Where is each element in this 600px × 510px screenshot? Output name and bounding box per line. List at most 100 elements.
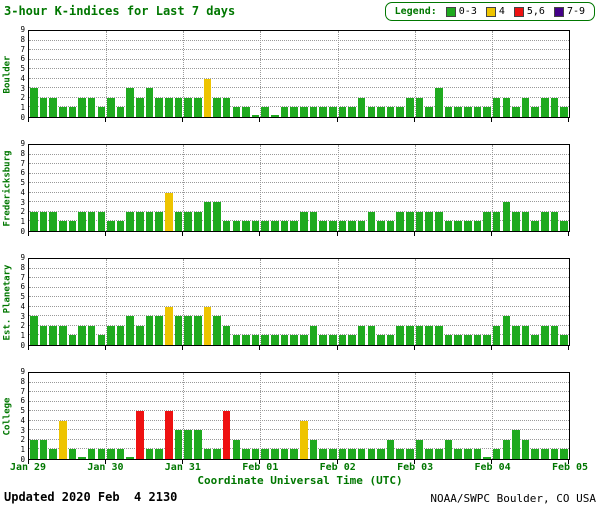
k-index-bar bbox=[203, 78, 212, 117]
k-index-bar bbox=[290, 107, 298, 117]
h-gridline bbox=[29, 153, 569, 155]
v-gridline bbox=[260, 31, 262, 117]
x-tick-mark bbox=[182, 118, 184, 122]
k-index-bar bbox=[145, 449, 154, 459]
k-index-bar bbox=[521, 325, 530, 345]
x-tick-mark bbox=[259, 118, 261, 122]
x-tick-mark bbox=[568, 460, 569, 464]
k-index-bar bbox=[463, 449, 472, 459]
k-index-bar bbox=[271, 115, 279, 117]
k-index-bar bbox=[406, 449, 414, 459]
y-tick-label: 5 bbox=[20, 178, 25, 188]
legend-item-label: 7-9 bbox=[566, 6, 585, 17]
y-tick-label: 4 bbox=[20, 73, 25, 83]
v-gridline bbox=[414, 145, 416, 231]
k-index-bar bbox=[425, 211, 433, 231]
h-gridline bbox=[29, 305, 569, 307]
k-index-bar bbox=[386, 221, 395, 231]
x-tick-label: Feb 04 bbox=[474, 462, 511, 473]
panel-boulder: Boulder 0 1 2 3 4 5 6 7 8 9 bbox=[0, 26, 600, 122]
legend: Legend: 0-3 4 5,6 7-9 bbox=[384, 2, 595, 21]
k-index-bar bbox=[49, 449, 57, 459]
v-gridline bbox=[337, 373, 339, 459]
k-index-bar bbox=[502, 202, 511, 231]
h-gridline bbox=[29, 87, 569, 89]
k-index-bar bbox=[271, 221, 279, 231]
k-index-bar bbox=[386, 107, 395, 117]
h-gridline bbox=[29, 391, 569, 393]
k-index-bar bbox=[512, 107, 520, 117]
k-index-bar bbox=[78, 325, 86, 345]
chart-title: 3-hour K-indices for Last 7 days bbox=[4, 4, 236, 18]
k-index-bar bbox=[463, 107, 472, 117]
y-tick-label: 1 bbox=[20, 445, 25, 455]
k-index-bar bbox=[49, 211, 57, 231]
k-index-bar bbox=[550, 325, 559, 345]
k-index-bar bbox=[261, 221, 270, 231]
legend-item: 4 bbox=[485, 6, 505, 17]
k-index-bar bbox=[290, 221, 298, 231]
k-index-bar bbox=[184, 430, 192, 459]
k-index-bar bbox=[560, 107, 568, 117]
x-tick-mark bbox=[28, 460, 29, 464]
x-tick-mark bbox=[105, 460, 107, 464]
h-gridline bbox=[29, 191, 569, 193]
h-gridline bbox=[29, 400, 569, 402]
k-index-bar bbox=[213, 202, 221, 231]
k-index-bar bbox=[531, 449, 540, 459]
k-index-bar bbox=[290, 449, 298, 459]
x-tick-label: Jan 30 bbox=[87, 462, 124, 473]
x-axis-title: Coordinate Universal Time (UTC) bbox=[197, 474, 403, 487]
v-gridline bbox=[106, 31, 108, 117]
k-index-bar bbox=[425, 325, 433, 345]
y-tick-label: 0 bbox=[20, 341, 25, 350]
x-tick-mark bbox=[568, 118, 569, 122]
k-index-bar bbox=[251, 221, 260, 231]
k-index-bar bbox=[39, 439, 48, 459]
k-index-bar bbox=[251, 115, 260, 117]
v-gridline bbox=[260, 259, 262, 345]
k-index-bar bbox=[107, 97, 115, 117]
x-tick-mark bbox=[336, 118, 338, 122]
k-index-bar bbox=[444, 439, 453, 459]
y-tick-label: 9 bbox=[20, 139, 25, 148]
legend-item-label: 5,6 bbox=[526, 6, 545, 17]
h-gridline bbox=[29, 324, 569, 326]
k-index-bar bbox=[58, 325, 67, 345]
k-index-bar bbox=[126, 211, 135, 231]
x-tick-mark bbox=[413, 460, 415, 464]
v-gridline bbox=[414, 31, 416, 117]
k-index-bar bbox=[348, 335, 356, 345]
k-index-bar bbox=[396, 107, 405, 117]
k-index-bar bbox=[367, 325, 376, 345]
k-index-bar bbox=[367, 449, 376, 459]
k-index-bar bbox=[492, 211, 501, 231]
y-tick-label: 7 bbox=[20, 158, 25, 168]
k-index-bar bbox=[415, 211, 424, 231]
k-index-bar bbox=[492, 97, 501, 117]
k-index-bar bbox=[512, 325, 520, 345]
k-index-bar bbox=[68, 107, 77, 117]
k-index-bar bbox=[261, 335, 270, 345]
k-index-bar bbox=[300, 107, 308, 117]
k-index-bar bbox=[49, 325, 57, 345]
k-index-bar bbox=[512, 211, 520, 231]
y-tick-label: 0 bbox=[20, 113, 25, 122]
y-tick-label: 9 bbox=[20, 253, 25, 262]
k-index-bar bbox=[107, 449, 115, 459]
k-index-bar bbox=[309, 107, 318, 117]
k-index-bar bbox=[435, 325, 443, 345]
k-index-bar bbox=[203, 306, 212, 345]
y-tick-label: 0 bbox=[20, 227, 25, 236]
k-index-bar bbox=[145, 211, 154, 231]
h-gridline bbox=[29, 201, 569, 203]
k-index-bar bbox=[367, 211, 376, 231]
y-tick-label: 5 bbox=[20, 406, 25, 416]
k-index-bar bbox=[483, 335, 491, 345]
v-gridline bbox=[106, 373, 108, 459]
h-gridline bbox=[29, 277, 569, 279]
legend-label: Legend: bbox=[394, 6, 437, 17]
